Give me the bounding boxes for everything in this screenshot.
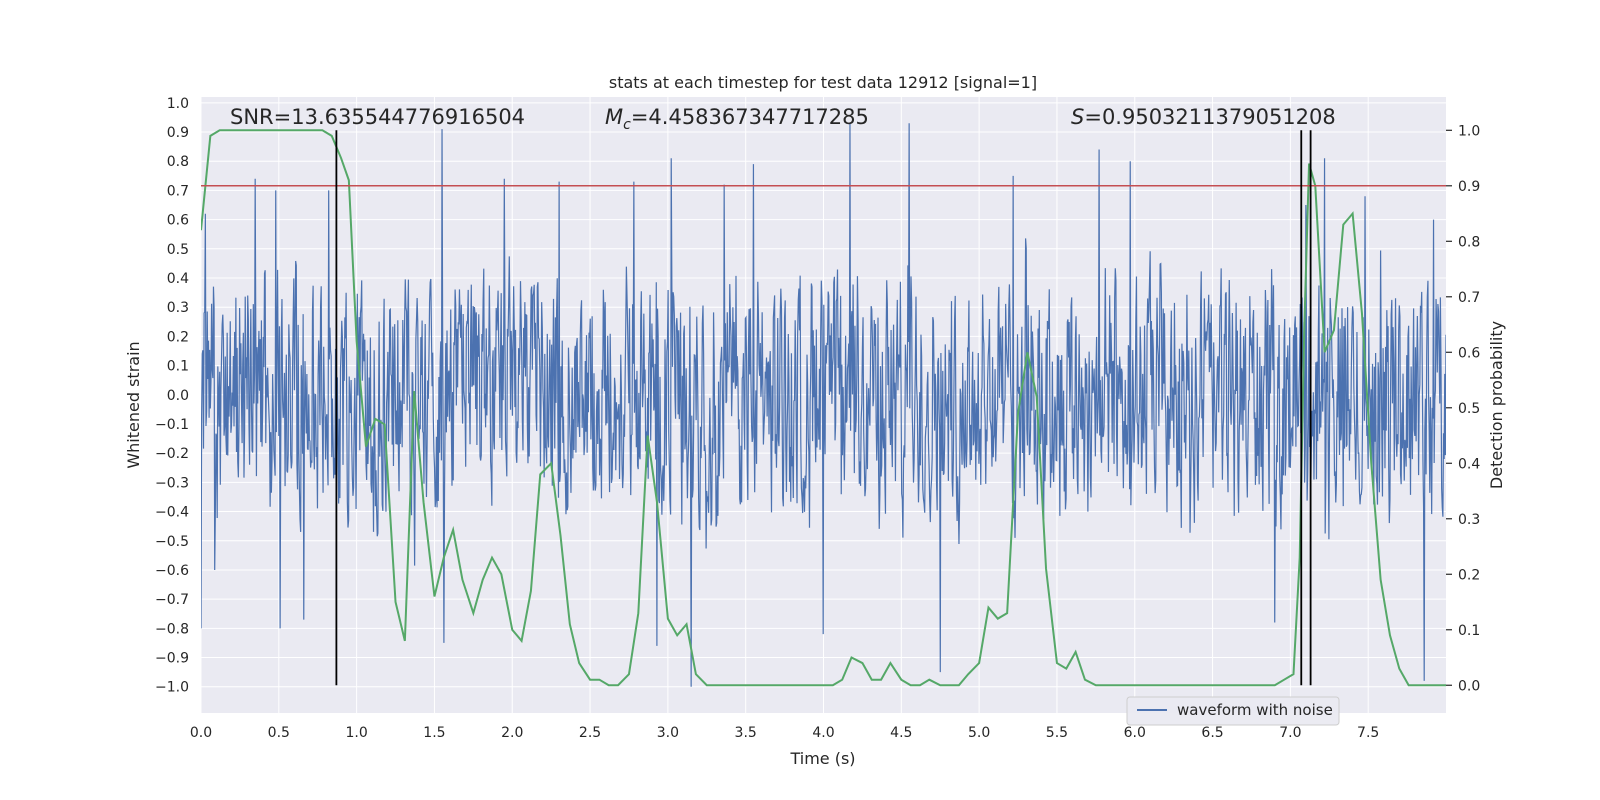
score-annotation: S=0.9503211379051208 (1071, 105, 1336, 129)
x-tick-label: 5.0 (968, 725, 990, 741)
y-tick-label-left: 0.6 (167, 213, 189, 229)
x-axis-label: Time (s) (789, 749, 855, 768)
y-tick-label-left: −0.3 (155, 475, 189, 491)
y-tick-label-right: 0.5 (1458, 401, 1480, 417)
x-tick-label: 1.0 (345, 725, 367, 741)
y-tick-label-right: 0.6 (1458, 345, 1480, 361)
x-tick-label: 4.0 (812, 725, 834, 741)
y-tick-label-right: 0.8 (1458, 234, 1480, 250)
y-axis-label-right: Detection probability (1487, 321, 1506, 489)
score-value: =0.9503211379051208 (1084, 105, 1335, 129)
y-tick-label-right: 0.2 (1458, 567, 1480, 583)
x-tick-label: 6.5 (1201, 725, 1223, 741)
x-tick-label: 2.5 (579, 725, 601, 741)
score-symbol: S (1071, 105, 1084, 129)
y-tick-label-left: −0.1 (155, 417, 189, 433)
strain-series (201, 123, 1446, 687)
y-tick-label-left: −1.0 (155, 680, 189, 696)
probability-series (201, 129, 1446, 687)
legend-box (1126, 696, 1340, 726)
y-tick-label-left: 0.2 (167, 329, 189, 345)
y-tick-label-right: 0.7 (1458, 290, 1480, 306)
chirp-mass-annotation: Mc=4.458367347717285 (605, 105, 869, 133)
snr-annotation: SNR=13.635544776916504 (230, 105, 525, 129)
y-tick-label-left: 0.8 (167, 154, 189, 170)
y-axis-label-left: Whitened strain (124, 341, 143, 468)
chirp-mass-value: =4.458367347717285 (631, 105, 869, 129)
y-tick-label-left: −0.6 (155, 563, 189, 579)
legend-label: waveform with noise (1177, 701, 1333, 719)
x-tick-label: 0.5 (268, 725, 290, 741)
y-tick-label-left: 0.5 (167, 242, 189, 258)
y-tick-label-right: 0.1 (1458, 623, 1480, 639)
x-tick-label: 6.0 (1124, 725, 1146, 741)
y-tick-label-left: 0.7 (167, 183, 189, 199)
y-tick-label-left: −0.9 (155, 651, 189, 667)
legend: waveform with noise (1126, 696, 1340, 726)
x-tick-label: 1.5 (423, 725, 445, 741)
y-tick-label-right: 0.0 (1458, 678, 1480, 694)
y-tick-label-left: −0.2 (155, 446, 189, 462)
detection-probability-line (201, 129, 1446, 687)
y-tick-label-left: 0.1 (167, 359, 189, 375)
y-tick-label-left: 1.0 (167, 96, 189, 112)
chart-title: stats at each timestep for test data 129… (609, 73, 1037, 92)
x-tick-label: 7.0 (1279, 725, 1301, 741)
y-tick-label-right: 0.4 (1458, 456, 1480, 472)
y-tick-label-left: −0.4 (155, 505, 189, 521)
x-ticks: 0.0 0.5 1.0 1.5 2.0 2.5 3.0 3.5 4.0 4.5 5.0 5.5 6.0 6… (190, 725, 1379, 741)
y-ticks-right: 1.0 0.9 0.8 0.7 0.6 0.5 0.4 0.3 0.2 0.1 0.0 (1446, 123, 1480, 694)
y-ticks-left: 1.0 0.9 0.8 0.7 0.6 0.5 0.4 0.3 0.2 0.1 0.0 −0.1 −0.… (155, 96, 189, 696)
y-tick-label-left: −0.5 (155, 534, 189, 550)
strain-line (201, 123, 1446, 687)
x-tick-label: 7.5 (1357, 725, 1379, 741)
y-tick-label-left: −0.7 (155, 592, 189, 608)
y-tick-label-left: 0.0 (167, 388, 189, 404)
y-tick-label-left: 0.3 (167, 300, 189, 316)
y-tick-label-left: −0.8 (155, 621, 189, 637)
x-tick-label: 0.0 (190, 725, 212, 741)
x-tick-label: 4.5 (890, 725, 912, 741)
x-tick-label: 2.0 (501, 725, 523, 741)
x-tick-label: 3.0 (657, 725, 679, 741)
y-tick-label-left: 0.9 (167, 125, 189, 141)
vertical-markers (335, 130, 1312, 686)
x-tick-label: 5.5 (1046, 725, 1068, 741)
y-tick-label-right: 0.3 (1458, 512, 1480, 528)
y-tick-label-right: 0.9 (1458, 179, 1480, 195)
y-tick-label-right: 1.0 (1458, 123, 1480, 139)
chirp-mass-subscript: c (623, 117, 631, 133)
y-tick-label-left: 0.4 (167, 271, 189, 287)
x-tick-label: 3.5 (735, 725, 757, 741)
chirp-mass-symbol: M (605, 105, 623, 129)
